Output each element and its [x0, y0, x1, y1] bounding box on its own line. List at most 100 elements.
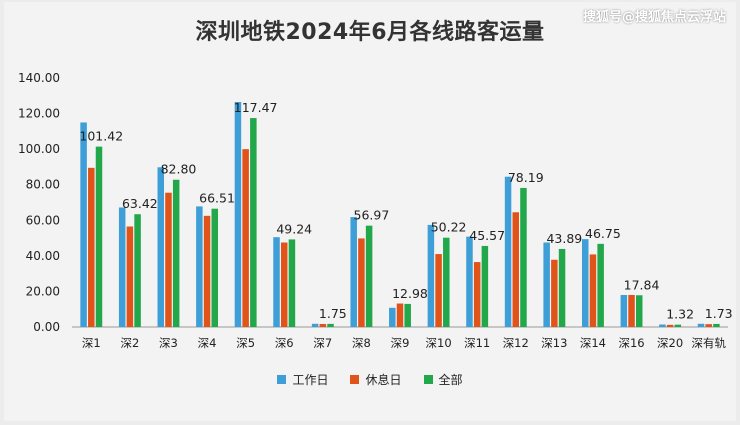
y-tick-label: 100.00: [18, 142, 60, 156]
legend-label-weekday: 工作日: [292, 373, 329, 387]
bar-深1-休息日: [88, 167, 95, 327]
legend-label-all: 全部: [438, 373, 463, 387]
bar-深20-全部: [674, 324, 682, 327]
bar-深3-休息日: [165, 192, 172, 327]
x-tick-label: 深7: [313, 336, 332, 350]
y-tick-label: 140.00: [18, 71, 60, 85]
bar-深9-工作日: [389, 307, 396, 327]
bar-深12-休息日: [512, 212, 520, 327]
bar-深11-休息日: [473, 262, 481, 327]
data-label: 17.84: [624, 277, 660, 292]
x-tick-label: 深14: [580, 336, 606, 350]
bar-深8-休息日: [358, 238, 365, 327]
bar-深7-全部: [327, 323, 334, 327]
bar-深7-休息日: [319, 323, 327, 327]
data-label: 12.98: [392, 286, 428, 301]
data-label: 43.89: [546, 231, 582, 246]
data-label: 101.42: [79, 129, 123, 144]
bar-深4-全部: [211, 208, 219, 327]
bar-深10-休息日: [435, 254, 442, 327]
x-tick-label: 深10: [426, 336, 452, 350]
bar-深9-休息日: [396, 303, 404, 327]
bar-深有轨-休息日: [705, 324, 712, 327]
y-tick-label: 40.00: [26, 249, 60, 263]
bar-深2-工作日: [118, 207, 126, 327]
data-label: 1.75: [319, 306, 347, 321]
bar-深有轨-全部: [713, 323, 720, 327]
bar-深16-工作日: [620, 294, 628, 327]
bar-深3-全部: [172, 179, 180, 327]
bar-深16-休息日: [628, 294, 635, 327]
data-label: 50.22: [431, 220, 467, 235]
bar-深11-全部: [481, 245, 489, 327]
x-tick-label: 深9: [391, 336, 410, 350]
x-tick-label: 深8: [352, 336, 371, 350]
bar-深5-工作日: [234, 102, 242, 327]
data-label: 66.51: [199, 191, 235, 206]
bar-深2-全部: [134, 214, 141, 327]
data-label: 1.32: [666, 307, 694, 322]
y-tick-label: 120.00: [18, 107, 60, 121]
x-tick-label: 深5: [236, 336, 255, 350]
bar-深有轨-工作日: [697, 323, 705, 327]
legend-label-weekend: 休息日: [365, 373, 402, 387]
bar-深11-工作日: [466, 236, 473, 327]
data-label: 82.80: [161, 162, 197, 177]
data-label: 78.19: [508, 170, 544, 185]
y-tick-label: 0.00: [33, 320, 60, 334]
legend-item-weekend: 休息日: [350, 371, 402, 388]
bar-深2-休息日: [126, 226, 134, 327]
bar-深12-全部: [520, 187, 527, 327]
x-tick-label: 深3: [159, 336, 178, 350]
bar-深14-全部: [597, 243, 604, 327]
bar-深1-工作日: [80, 122, 87, 327]
y-tick-label: 20.00: [26, 284, 60, 298]
bar-深4-工作日: [196, 206, 203, 327]
x-tick-label: 深16: [618, 336, 644, 350]
bar-深13-工作日: [543, 242, 550, 327]
x-tick-label: 深20: [657, 336, 683, 350]
legend-swatch-all: [423, 375, 433, 384]
data-label: 45.57: [469, 228, 505, 243]
bar-深6-休息日: [280, 242, 288, 327]
bar-深8-工作日: [350, 217, 357, 327]
bar-深1-全部: [95, 146, 103, 327]
data-label: 117.47: [234, 100, 278, 115]
bar-深13-全部: [558, 248, 566, 327]
x-tick-label: 深12: [503, 336, 529, 350]
bar-深6-工作日: [273, 237, 280, 327]
bar-深16-全部: [635, 295, 643, 327]
data-label: 56.97: [354, 208, 390, 223]
bar-深20-休息日: [666, 324, 674, 327]
bar-深13-休息日: [551, 259, 558, 327]
bar-深14-工作日: [581, 239, 589, 327]
chart-card: [4, 2, 736, 421]
legend-swatch-weekday: [277, 375, 287, 384]
bar-深14-休息日: [589, 254, 597, 327]
x-tick-label: 深有轨: [691, 336, 726, 350]
x-tick-label: 深6: [275, 336, 294, 350]
legend: 工作日 休息日 全部: [0, 371, 740, 388]
bar-深20-工作日: [659, 324, 666, 327]
watermark: 搜狐号@搜狐焦点云浮站: [582, 10, 726, 25]
legend-swatch-weekend: [350, 375, 360, 384]
bar-深6-全部: [288, 239, 296, 327]
bar-深5-全部: [250, 118, 257, 327]
legend-item-weekday: 工作日: [277, 371, 328, 388]
y-tick-label: 60.00: [26, 213, 60, 227]
x-tick-label: 深4: [198, 336, 217, 350]
bar-深3-工作日: [157, 167, 165, 327]
data-label: 1.73: [705, 306, 733, 321]
y-tick-label: 80.00: [26, 178, 60, 192]
x-tick-label: 深2: [120, 336, 139, 350]
bar-深8-全部: [365, 225, 373, 327]
legend-item-all: 全部: [423, 371, 463, 388]
x-tick-label: 深13: [541, 336, 567, 350]
bar-深12-工作日: [504, 176, 512, 327]
data-label: 46.75: [585, 226, 621, 241]
bar-深7-工作日: [311, 323, 319, 327]
bar-深4-休息日: [203, 215, 211, 327]
data-label: 63.42: [122, 196, 158, 211]
bar-深10-全部: [443, 237, 450, 327]
